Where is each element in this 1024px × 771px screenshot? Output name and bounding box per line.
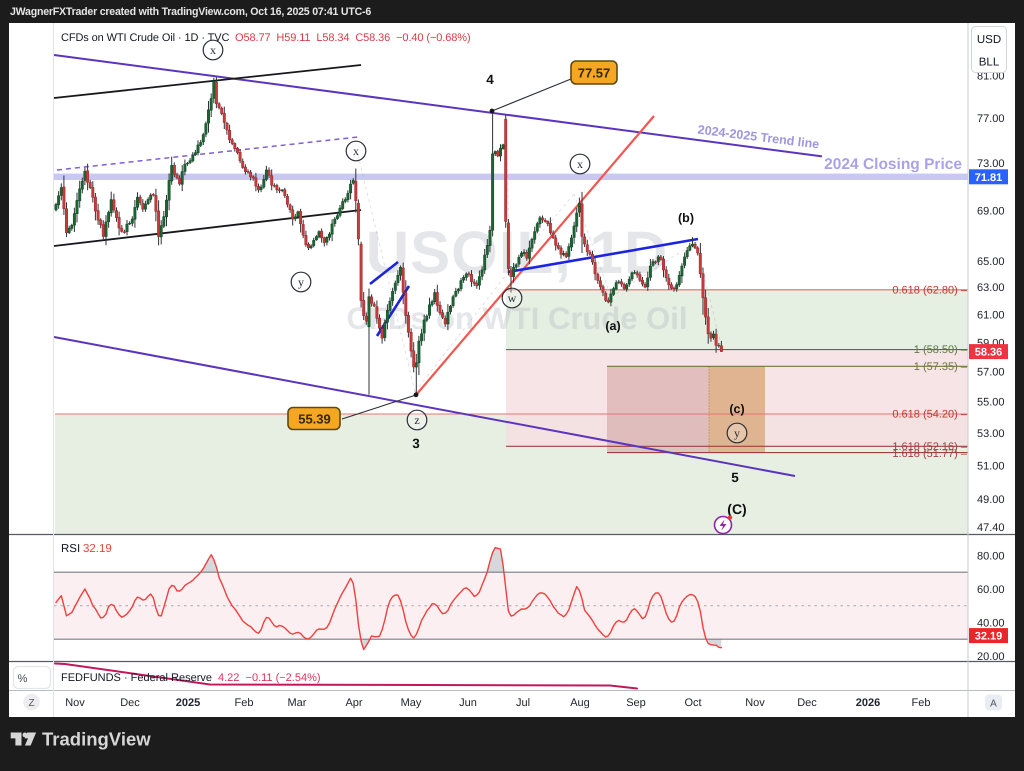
svg-text:1.618 (51.77) –: 1.618 (51.77) – — [892, 448, 967, 460]
svg-text:Feb: Feb — [235, 697, 254, 709]
svg-text:Dec: Dec — [797, 697, 817, 709]
svg-text:65.00: 65.00 — [977, 256, 1005, 268]
svg-text:81.00: 81.00 — [977, 70, 1005, 82]
svg-text:(a): (a) — [605, 319, 620, 333]
svg-text:May: May — [401, 697, 422, 709]
svg-text:77.57: 77.57 — [578, 66, 611, 81]
svg-text:Feb: Feb — [912, 697, 931, 709]
svg-text:61.00: 61.00 — [977, 309, 1005, 321]
svg-text:1 (57.35) –: 1 (57.35) – — [914, 361, 968, 373]
svg-text:Sep: Sep — [626, 697, 646, 709]
svg-text:57.00: 57.00 — [977, 367, 1005, 379]
svg-text:Z: Z — [28, 698, 34, 709]
svg-text:Dec: Dec — [120, 697, 140, 709]
svg-text:Mar: Mar — [288, 697, 307, 709]
svg-text:A: A — [990, 699, 997, 710]
svg-text:FEDFUNDS · Federal Reserve: FEDFUNDS · Federal Reserve — [61, 672, 212, 684]
svg-text:2026: 2026 — [856, 697, 880, 709]
svg-text:40.00: 40.00 — [977, 618, 1005, 630]
svg-text:77.00: 77.00 — [977, 113, 1005, 125]
svg-text:Nov: Nov — [745, 697, 765, 709]
svg-text:1.618 (52.16) –: 1.618 (52.16) – — [892, 441, 967, 453]
svg-text:USD: USD — [977, 34, 1001, 46]
svg-text:x: x — [353, 144, 359, 158]
svg-text:x: x — [210, 43, 216, 57]
svg-text:32.19: 32.19 — [83, 543, 112, 555]
svg-text:0.618 (62.80) –: 0.618 (62.80) – — [892, 284, 967, 296]
svg-text:73.00: 73.00 — [977, 158, 1005, 170]
svg-text:(C): (C) — [727, 501, 746, 517]
svg-text:(b): (b) — [678, 211, 694, 225]
svg-text:2025: 2025 — [176, 697, 200, 709]
svg-text:Oct: Oct — [684, 697, 701, 709]
svg-text:y: y — [734, 426, 740, 440]
svg-text:47.40: 47.40 — [977, 522, 1005, 534]
svg-text:O58.77 H59.11 L58.34 C58.36: O58.77 H59.11 L58.34 C58.36 −0.40 (−0.68… — [235, 32, 471, 44]
svg-text:49.00: 49.00 — [977, 494, 1005, 506]
svg-text:BLL: BLL — [979, 57, 1000, 69]
svg-text:1 (58.50) –: 1 (58.50) – — [914, 344, 968, 356]
svg-text:4: 4 — [486, 72, 494, 87]
svg-text:58.36: 58.36 — [975, 347, 1003, 359]
svg-text:63.00: 63.00 — [977, 282, 1005, 294]
svg-text:y: y — [298, 275, 304, 289]
svg-text:3: 3 — [412, 436, 420, 451]
svg-text:Nov: Nov — [65, 697, 85, 709]
svg-text:4.22 −0.11 (−2.54%): 4.22 −0.11 (−2.54%) — [218, 672, 321, 684]
svg-text:w: w — [508, 291, 517, 305]
svg-text:CFDs on WTI Crude Oil · 1D · T: CFDs on WTI Crude Oil · 1D · TVC — [61, 32, 229, 44]
svg-text:32.19: 32.19 — [975, 631, 1003, 643]
svg-text:5: 5 — [731, 470, 739, 485]
svg-text:2024 Closing Price: 2024 Closing Price — [824, 156, 962, 173]
svg-text:51.00: 51.00 — [977, 460, 1005, 472]
svg-text:Aug: Aug — [570, 697, 590, 709]
svg-text:0.618 (54.20) –: 0.618 (54.20) – — [892, 409, 967, 421]
svg-text:Apr: Apr — [345, 697, 362, 709]
svg-text:TradingView: TradingView — [42, 729, 151, 750]
svg-text:55.39: 55.39 — [298, 412, 331, 427]
svg-text:Jun: Jun — [459, 697, 477, 709]
svg-text:55.00: 55.00 — [977, 397, 1005, 409]
svg-text:x: x — [577, 157, 583, 171]
svg-text:RSI: RSI — [61, 543, 80, 555]
svg-text:71.81: 71.81 — [975, 172, 1003, 184]
svg-text:69.00: 69.00 — [977, 205, 1005, 217]
svg-text:53.00: 53.00 — [977, 428, 1005, 440]
svg-text:60.00: 60.00 — [977, 584, 1005, 596]
svg-text:z: z — [414, 413, 419, 427]
svg-text:80.00: 80.00 — [977, 551, 1005, 563]
svg-text:20.00: 20.00 — [977, 651, 1005, 663]
svg-text:Jul: Jul — [516, 697, 530, 709]
svg-text:(c): (c) — [729, 402, 744, 416]
svg-text:%: % — [18, 673, 28, 685]
